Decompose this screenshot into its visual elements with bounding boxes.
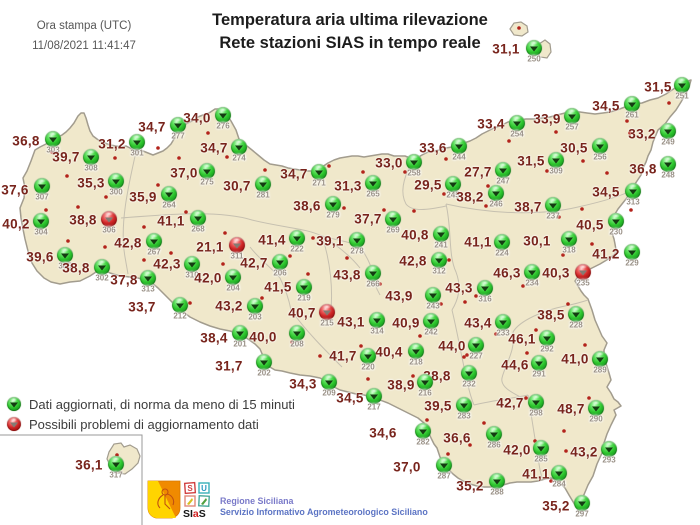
svg-text:SIaS: SIaS bbox=[183, 508, 206, 520]
svg-text:S: S bbox=[187, 484, 193, 493]
svg-text:U: U bbox=[201, 484, 207, 493]
